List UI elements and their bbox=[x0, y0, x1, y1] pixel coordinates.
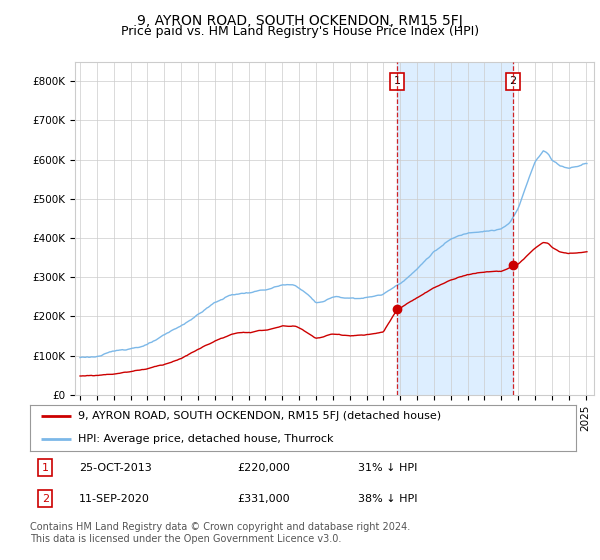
Text: 9, AYRON ROAD, SOUTH OCKENDON, RM15 5FJ: 9, AYRON ROAD, SOUTH OCKENDON, RM15 5FJ bbox=[137, 14, 463, 28]
Text: 38% ↓ HPI: 38% ↓ HPI bbox=[358, 494, 417, 503]
Text: 31% ↓ HPI: 31% ↓ HPI bbox=[358, 463, 417, 473]
Text: 2: 2 bbox=[509, 76, 517, 86]
Text: £331,000: £331,000 bbox=[238, 494, 290, 503]
Text: HPI: Average price, detached house, Thurrock: HPI: Average price, detached house, Thur… bbox=[78, 435, 334, 444]
Text: 25-OCT-2013: 25-OCT-2013 bbox=[79, 463, 152, 473]
Text: £220,000: £220,000 bbox=[238, 463, 290, 473]
Text: 2: 2 bbox=[42, 494, 49, 503]
Text: Contains HM Land Registry data © Crown copyright and database right 2024.
This d: Contains HM Land Registry data © Crown c… bbox=[30, 522, 410, 544]
Text: 1: 1 bbox=[394, 76, 401, 86]
Text: 11-SEP-2020: 11-SEP-2020 bbox=[79, 494, 150, 503]
Text: 9, AYRON ROAD, SOUTH OCKENDON, RM15 5FJ (detached house): 9, AYRON ROAD, SOUTH OCKENDON, RM15 5FJ … bbox=[78, 412, 441, 421]
Text: 1: 1 bbox=[42, 463, 49, 473]
Bar bbox=[397, 62, 513, 395]
Text: Price paid vs. HM Land Registry's House Price Index (HPI): Price paid vs. HM Land Registry's House … bbox=[121, 25, 479, 38]
